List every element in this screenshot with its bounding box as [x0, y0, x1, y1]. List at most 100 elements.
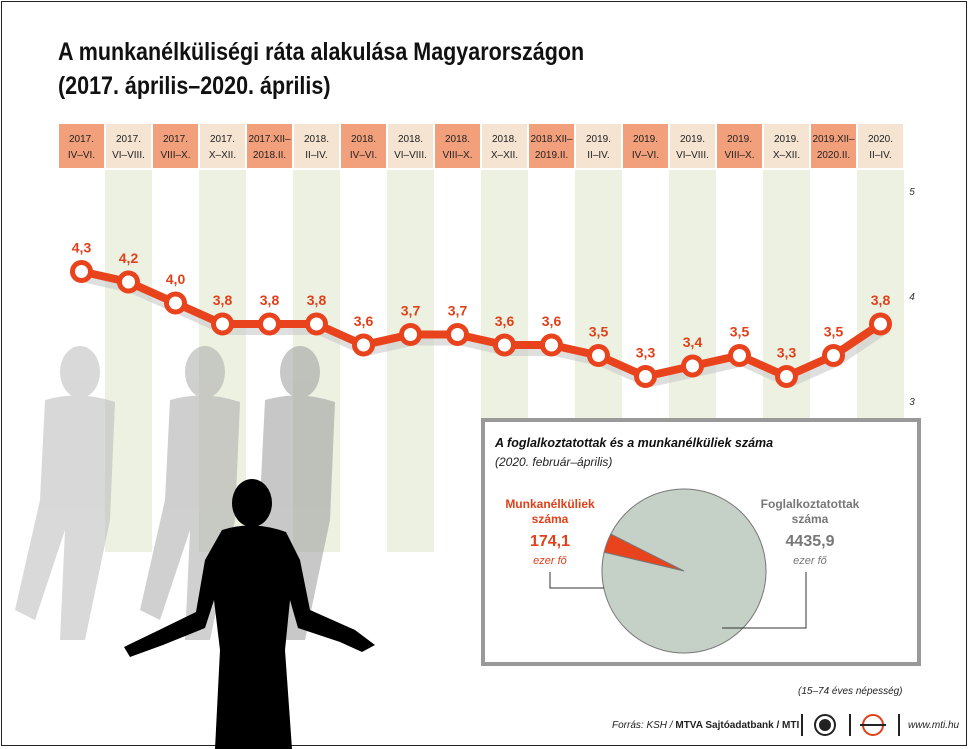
man-head — [232, 479, 272, 527]
category-label-line-1: 2019. — [774, 134, 799, 145]
y-tick-label: 4 — [909, 292, 915, 303]
data-point — [822, 344, 845, 367]
category-label-line-2: X–XII. — [209, 150, 236, 161]
category-header-box — [435, 124, 480, 168]
data-point — [728, 344, 751, 367]
category-header-box — [200, 124, 245, 168]
walking-figure — [15, 346, 115, 640]
employed-leader-line — [722, 572, 807, 629]
category-label-line-1: 2018. — [398, 134, 423, 145]
category-header-box — [764, 124, 809, 168]
category-label-line-1: 2019.XII– — [813, 134, 855, 145]
employed-label-line-2: száma — [792, 512, 829, 526]
title-line-1: A munkanélküliségi ráta alakulása Magyar… — [58, 38, 585, 66]
category-header-box — [858, 124, 903, 168]
category-header-box — [59, 124, 104, 168]
data-label: 3,5 — [730, 324, 750, 340]
title-line-2: (2017. április–2020. április) — [58, 72, 331, 100]
data-point — [681, 354, 704, 378]
category-label-line-1: 2020. — [868, 134, 893, 145]
category-label-line-1: 2019. — [586, 134, 611, 145]
category-label-line-1: 2017. — [69, 134, 94, 145]
unemployed-leader-line — [549, 572, 604, 589]
data-label: 3,4 — [683, 334, 703, 350]
category-header-box — [482, 124, 527, 168]
data-point — [399, 323, 422, 346]
unemployed-label-line-2: száma — [532, 512, 569, 526]
figure-head — [60, 346, 100, 398]
category-label-line-1: 2018. — [304, 134, 329, 145]
category-header-box — [529, 124, 574, 168]
data-point — [117, 270, 140, 294]
category-label-line-2: VI–VIII. — [112, 150, 145, 161]
unemployed-unit: ezer fő — [533, 555, 568, 567]
page-title: A munkanélküliségi ráta alakulása Magyar… — [58, 35, 584, 103]
data-label: 4,2 — [119, 250, 139, 266]
category-header-box — [623, 124, 668, 168]
data-label: 3,5 — [824, 324, 844, 340]
data-point — [634, 365, 657, 388]
data-label: 3,8 — [307, 292, 327, 308]
source-prefix: Forrás: KSH / — [612, 720, 676, 731]
data-label: 3,7 — [448, 303, 468, 319]
separator — [801, 714, 803, 736]
source-bold: MTVA Sajtóadatbank / MTI — [675, 720, 800, 731]
employed-label-line-1: Foglalkoztatottak — [761, 497, 860, 511]
category-header-box — [717, 124, 762, 168]
category-label-line-1: 2017. — [116, 134, 141, 145]
category-label-line-2: IV–VI. — [350, 150, 377, 161]
category-label-line-2: 2020.II. — [817, 150, 850, 161]
category-label-line-2: VIII–X. — [442, 150, 472, 161]
figure-head — [280, 346, 320, 398]
data-label: 3,5 — [589, 324, 609, 340]
category-label-line-2: VI–VIII. — [676, 150, 709, 161]
data-point — [164, 291, 187, 315]
category-header-box — [576, 124, 621, 168]
data-label: 3,6 — [542, 313, 562, 329]
data-point — [540, 333, 563, 357]
category-label-line-2: VIII–X. — [724, 150, 754, 161]
pie-subtitle: (2020. február–április) — [495, 455, 612, 469]
data-label: 3,6 — [354, 313, 374, 329]
category-header-box — [247, 124, 292, 168]
separator — [849, 714, 851, 736]
data-label: 3,3 — [777, 345, 797, 361]
category-label-line-2: VIII–X. — [160, 150, 190, 161]
data-label: 3,3 — [636, 345, 656, 361]
y-tick-label: 3 — [909, 397, 915, 408]
figure-body — [15, 395, 115, 640]
category-label-line-2: II–IV. — [305, 150, 327, 161]
category-header-box — [811, 124, 856, 168]
data-label: 4,3 — [72, 240, 92, 256]
category-label-line-1: 2019. — [633, 134, 658, 145]
data-point — [211, 312, 234, 336]
category-label-line-1: 2018. — [492, 134, 517, 145]
category-header-box — [294, 124, 339, 168]
mtva-logo-core — [819, 719, 831, 731]
man-body — [124, 525, 375, 749]
data-label: 3,6 — [495, 313, 515, 329]
data-point — [493, 333, 516, 357]
category-label-line-2: X–XII. — [773, 150, 800, 161]
data-label: 3,8 — [213, 292, 233, 308]
source-credit: Forrás: KSH / MTVA Sajtóadatbank / MTI — [612, 720, 799, 731]
data-point — [305, 312, 328, 336]
mti-logo — [860, 714, 886, 736]
data-label: 3,8 — [260, 292, 280, 308]
category-header-box — [153, 124, 198, 168]
category-label-line-1: 2017. — [163, 134, 188, 145]
category-header-box — [388, 124, 433, 168]
man-silhouette — [124, 479, 375, 749]
website-link[interactable]: www.mti.hu — [908, 720, 960, 731]
data-point — [446, 323, 469, 346]
mtva-logo-ring — [814, 714, 836, 736]
data-label: 3,8 — [871, 292, 891, 308]
column-band — [387, 170, 434, 552]
category-label-line-2: II–IV. — [587, 150, 609, 161]
data-label: 3,7 — [401, 303, 421, 319]
pie-inset: A foglalkoztatottak és a munkanélküliek … — [481, 418, 921, 666]
mtva-logo — [814, 714, 836, 736]
category-label-line-2: 2018.II. — [253, 150, 286, 161]
employed-value: 4435,9 — [786, 533, 835, 550]
